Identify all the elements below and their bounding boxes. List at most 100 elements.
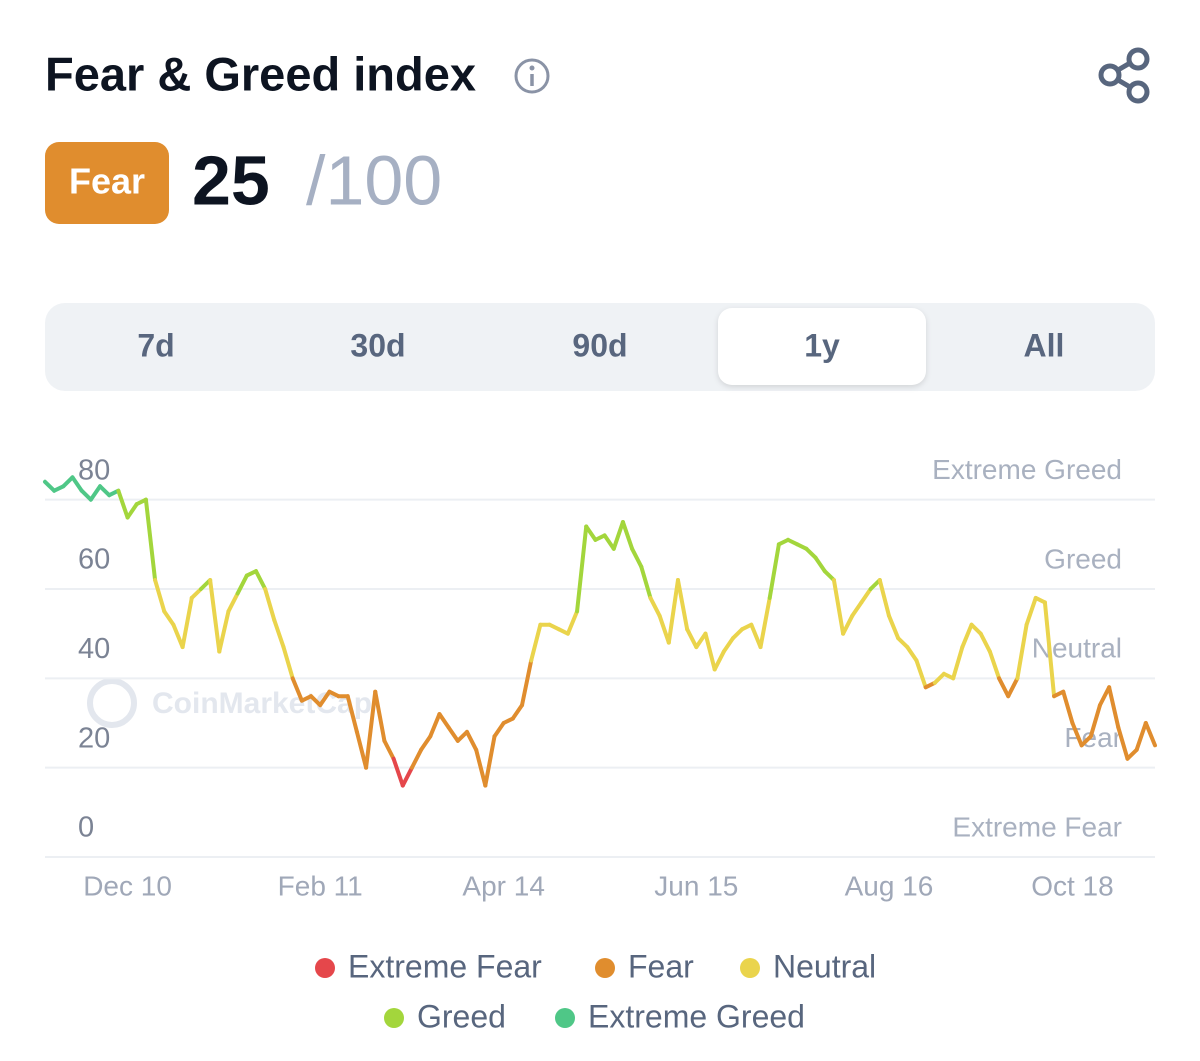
line-segment — [694, 631, 708, 650]
line-segment — [1006, 676, 1020, 699]
line-segment — [116, 488, 130, 520]
line-segment — [373, 689, 387, 743]
line-segment — [932, 671, 947, 685]
y-tick-label: 80 — [78, 454, 110, 486]
line-segment — [143, 497, 158, 583]
line-segment — [575, 524, 589, 614]
y-tick-label: 0 — [78, 812, 94, 844]
line-segment — [978, 631, 992, 654]
line-segment — [731, 627, 745, 641]
line-segment — [602, 533, 616, 551]
line-segment — [474, 747, 488, 788]
line-segment — [318, 689, 332, 708]
line-segment — [886, 613, 901, 641]
line-segment — [611, 520, 625, 551]
line-segment — [657, 613, 671, 645]
line-segment — [61, 475, 75, 489]
line-segment — [1107, 685, 1121, 730]
line-segment — [1134, 721, 1148, 752]
legend-dot — [315, 958, 335, 978]
y-tick-label: 20 — [78, 722, 110, 754]
line-segment — [1125, 747, 1139, 761]
line-segment — [88, 484, 103, 502]
line-segment — [98, 484, 112, 498]
line-segment — [620, 520, 635, 551]
line-segment — [648, 595, 662, 618]
legend-label: Greed — [417, 998, 506, 1034]
line-segment — [510, 703, 525, 721]
line-segment — [859, 587, 873, 605]
line-segment — [1015, 622, 1029, 681]
y-tick-label: 40 — [78, 633, 110, 665]
line-segment — [70, 475, 84, 493]
x-tick-label: Jun 15 — [654, 870, 738, 901]
line-segment — [520, 658, 534, 708]
line-segment — [905, 645, 919, 663]
line-segment — [639, 564, 653, 600]
line-segment — [1042, 600, 1057, 699]
tab[interactable]: 7d — [137, 327, 174, 363]
line-segment — [529, 622, 543, 663]
line-segment — [364, 689, 378, 770]
info-icon[interactable] — [514, 58, 550, 94]
x-tick-label: Feb 11 — [278, 870, 363, 901]
line-segment — [960, 622, 974, 650]
x-tick-label: Oct 18 — [1031, 870, 1113, 901]
legend-label: Extreme Greed — [588, 998, 805, 1034]
line-segment — [712, 649, 726, 672]
line-segment — [1070, 721, 1084, 748]
line-segment — [685, 627, 699, 650]
line-segment — [997, 676, 1011, 699]
line-segment — [419, 734, 433, 752]
legend-label: Neutral — [773, 948, 876, 984]
line-segment — [345, 694, 359, 734]
legend-dot — [555, 1008, 575, 1028]
line-segment — [758, 595, 772, 650]
tab[interactable]: 1y — [804, 327, 840, 363]
x-tick-label: Dec 10 — [83, 870, 172, 901]
line-segment — [877, 578, 891, 618]
line-segment — [263, 587, 277, 623]
line-segment — [437, 712, 451, 730]
line-segment — [446, 725, 460, 743]
line-segment — [180, 595, 194, 650]
line-segment — [290, 676, 304, 703]
tab[interactable]: 90d — [572, 327, 627, 363]
zone-label: Neutral — [1032, 633, 1122, 664]
line-segment — [217, 609, 231, 654]
line-segment — [804, 546, 818, 560]
line-segment — [1061, 689, 1075, 725]
line-segment — [703, 631, 717, 672]
line-segment — [354, 729, 369, 770]
line-segment — [721, 636, 736, 654]
zone-label: Extreme Fear — [952, 811, 1122, 842]
line-segment — [1088, 703, 1102, 739]
line-segment — [125, 502, 139, 520]
y-tick-label: 60 — [78, 544, 110, 576]
line-segment — [171, 622, 185, 650]
line-segment — [1079, 734, 1093, 748]
line-segment — [987, 649, 1002, 681]
watermark-text: CoinMarketCap — [152, 687, 372, 720]
line-segment — [79, 488, 93, 502]
max-value: /100 — [306, 141, 442, 219]
watermark: CoinMarketCap — [87, 678, 372, 728]
line-segment — [226, 591, 240, 614]
line-segment — [464, 729, 479, 752]
line-segment — [666, 578, 680, 645]
line-segment — [1116, 725, 1130, 761]
legend-label: Extreme Fear — [348, 948, 542, 984]
tab[interactable]: 30d — [350, 327, 405, 363]
line-segment — [565, 609, 580, 636]
line-segment — [153, 578, 167, 614]
line-segment — [253, 569, 268, 591]
share-icon[interactable] — [1098, 47, 1150, 104]
sentiment-label: Fear — [69, 161, 145, 202]
line-segment — [1097, 685, 1112, 708]
line-segment — [382, 738, 396, 761]
line-segment — [813, 555, 827, 574]
line-segment — [235, 573, 249, 596]
line-segment — [409, 747, 424, 770]
tab[interactable]: All — [1024, 327, 1065, 363]
